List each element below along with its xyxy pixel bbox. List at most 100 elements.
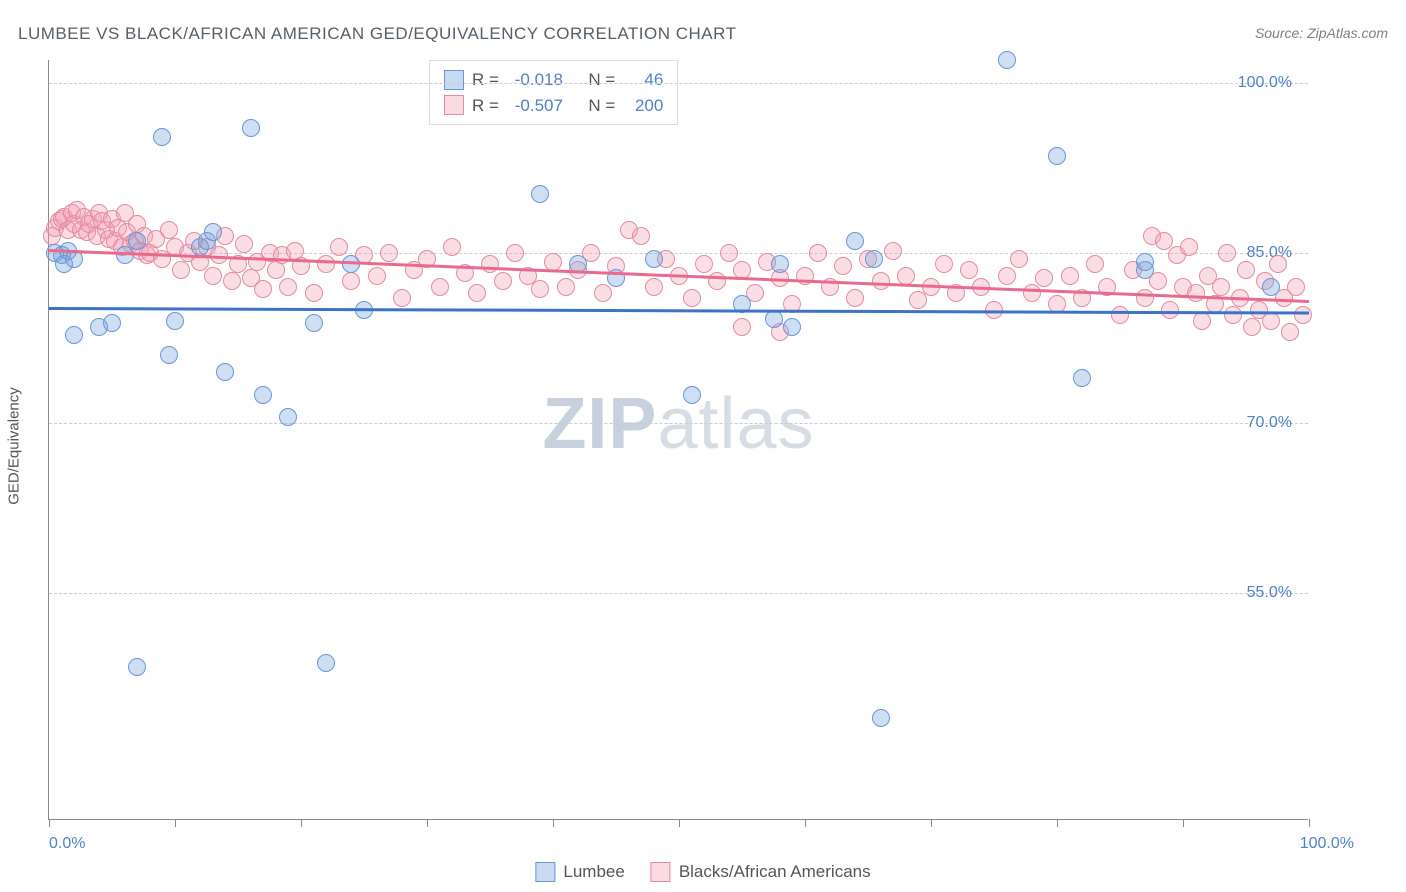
n-value-lumbee: 46 [623,67,663,93]
watermark-prefix: ZIP [542,384,657,464]
scatter-marker [1010,250,1028,268]
scatter-marker [216,363,234,381]
scatter-marker [557,278,575,296]
scatter-marker [204,223,222,241]
scatter-marker [368,267,386,285]
scatter-marker [431,278,449,296]
x-tick [931,819,932,827]
scatter-marker [172,261,190,279]
n-label: N = [588,93,615,119]
scatter-marker [223,272,241,290]
scatter-marker [897,267,915,285]
scatter-marker [645,278,663,296]
scatter-marker [1193,312,1211,330]
scatter-marker [531,185,549,203]
scatter-marker [342,272,360,290]
scatter-marker [960,261,978,279]
stats-box: R = -0.018 N = 46 R = -0.507 N = 200 [429,60,678,125]
scatter-marker [884,242,902,260]
gridline [49,423,1308,424]
scatter-marker [1187,284,1205,302]
scatter-marker [1281,323,1299,341]
scatter-marker [103,314,121,332]
x-tick [301,819,302,827]
gridline [49,83,1308,84]
scatter-marker [865,250,883,268]
scatter-marker [998,51,1016,69]
y-tick-label: 100.0% [1238,74,1292,92]
scatter-marker [1262,278,1280,296]
y-tick-label: 55.0% [1247,584,1292,602]
scatter-marker [1136,253,1154,271]
scatter-marker [481,255,499,273]
scatter-marker [1073,369,1091,387]
scatter-marker [153,128,171,146]
legend-item-black: Blacks/African Americans [651,862,871,882]
scatter-marker [1180,238,1198,256]
scatter-marker [1061,267,1079,285]
scatter-marker [393,289,411,307]
scatter-marker [1161,301,1179,319]
r-label: R = [472,67,499,93]
stats-row-lumbee: R = -0.018 N = 46 [444,67,663,93]
scatter-marker [380,244,398,262]
scatter-marker [935,255,953,273]
scatter-marker [342,255,360,273]
swatch-pink-icon [651,862,671,882]
plot-area: ZIPatlas R = -0.018 N = 46 R = -0.507 N … [48,60,1308,820]
scatter-marker [1212,278,1230,296]
scatter-marker [846,232,864,250]
scatter-marker [909,291,927,309]
swatch-blue-icon [535,862,555,882]
scatter-marker [317,255,335,273]
scatter-marker [279,278,297,296]
scatter-marker [872,709,890,727]
scatter-marker [1237,261,1255,279]
scatter-marker [765,310,783,328]
x-tick [679,819,680,827]
scatter-marker [1218,244,1236,262]
scatter-marker [1048,147,1066,165]
scatter-marker [128,658,146,676]
scatter-marker [846,289,864,307]
legend-label-lumbee: Lumbee [563,862,624,882]
scatter-marker [330,238,348,256]
scatter-marker [116,246,134,264]
chart-title: LUMBEE VS BLACK/AFRICAN AMERICAN GED/EQU… [18,24,737,44]
scatter-marker [204,267,222,285]
scatter-marker [695,255,713,273]
scatter-marker [1086,255,1104,273]
scatter-marker [235,235,253,253]
scatter-marker [160,221,178,239]
scatter-marker [872,272,890,290]
x-tick [1309,819,1310,827]
source-label: Source: [1255,25,1307,41]
watermark: ZIPatlas [542,383,814,465]
scatter-marker [443,238,461,256]
scatter-marker [254,386,272,404]
scatter-marker [733,318,751,336]
n-label: N = [588,67,615,93]
swatch-blue-icon [444,70,464,90]
scatter-marker [494,272,512,290]
stats-row-black: R = -0.507 N = 200 [444,93,663,119]
n-value-black: 200 [623,93,663,119]
r-label: R = [472,93,499,119]
scatter-marker [1269,255,1287,273]
scatter-marker [720,244,738,262]
scatter-marker [1243,318,1261,336]
scatter-marker [683,386,701,404]
scatter-marker [771,255,789,273]
scatter-marker [1224,306,1242,324]
watermark-suffix: atlas [657,384,814,464]
scatter-marker [242,119,260,137]
scatter-marker [834,257,852,275]
r-value-black: -0.507 [507,93,563,119]
scatter-marker [317,654,335,672]
swatch-pink-icon [444,95,464,115]
source-attribution: Source: ZipAtlas.com [1255,25,1388,41]
scatter-marker [254,280,272,298]
scatter-marker [506,244,524,262]
legend: Lumbee Blacks/African Americans [535,862,870,882]
scatter-marker [468,284,486,302]
